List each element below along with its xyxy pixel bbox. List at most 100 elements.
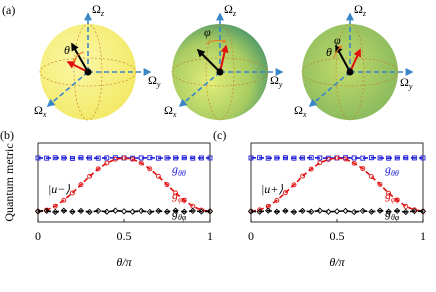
subscript: x (302, 110, 307, 119)
data-point (265, 207, 272, 214)
x-tick-label: 0 (35, 229, 41, 243)
data-point (343, 156, 349, 162)
data-point (35, 155, 41, 161)
axis (46, 71, 89, 108)
data-point (206, 208, 214, 215)
data-point (411, 155, 417, 161)
data-point (325, 208, 332, 215)
axis (308, 71, 351, 108)
data-point (290, 208, 298, 216)
sphere-2: Ωz Ωy Ωx φ (164, 2, 284, 121)
panel-label: (b) (0, 128, 14, 142)
axis (178, 71, 221, 108)
theory-line (250, 157, 424, 213)
axis-label: Ωx (164, 103, 177, 119)
angle-arc (72, 51, 85, 63)
data-point (173, 155, 179, 161)
data-point (308, 208, 315, 215)
data-point (104, 155, 110, 161)
subscript: x (42, 110, 47, 119)
data-point (147, 155, 153, 161)
angle-label: θ (64, 43, 70, 57)
data-point (247, 208, 255, 215)
data-point (282, 207, 289, 215)
vector (71, 42, 89, 73)
vector (196, 48, 221, 73)
data-point (189, 207, 196, 215)
axis-label: Ωx (34, 103, 47, 119)
data-point (411, 207, 418, 215)
vector (335, 44, 351, 73)
data-point (316, 207, 323, 214)
symbol: Ω (34, 103, 43, 117)
data-point (112, 155, 118, 161)
legend-label: gθθ (385, 162, 399, 178)
x-tick-label: 1 (207, 229, 213, 243)
data-point (308, 166, 314, 172)
data-point (69, 190, 75, 196)
data-point (138, 160, 144, 166)
symbol: Ω (354, 2, 363, 16)
data-point (386, 155, 392, 161)
theory-line (37, 209, 211, 213)
subscript: x (172, 110, 177, 119)
symbol: Ω (224, 2, 233, 16)
data-point (78, 155, 84, 161)
x-axis-label: θ/π (329, 255, 345, 269)
data-point (147, 166, 153, 172)
data-point (325, 156, 331, 162)
data-point (308, 155, 314, 161)
data-point (44, 155, 50, 161)
data-point (351, 208, 358, 216)
angle-label: φ (204, 25, 211, 39)
symbol: Ω (294, 103, 303, 117)
panel-label: (c) (213, 128, 226, 142)
state-label: |u+⟩ (261, 182, 283, 196)
data-point (87, 155, 93, 161)
angle-arc (205, 38, 227, 45)
data-point (300, 155, 306, 161)
symbol: Ω (270, 73, 279, 87)
data-point (198, 155, 204, 161)
data-point (273, 208, 280, 215)
subscript: y (408, 82, 413, 91)
origin (346, 68, 354, 76)
data-point (138, 155, 144, 161)
state-label: |u−⟩ (48, 182, 70, 196)
data-point (52, 208, 59, 216)
data-point (376, 207, 384, 214)
data-point (368, 155, 374, 161)
axis-label: Ωz (224, 2, 237, 18)
data-point (172, 207, 179, 214)
data-point (95, 155, 101, 161)
data-point (403, 155, 409, 161)
data-point (248, 155, 254, 161)
data-point (282, 190, 288, 196)
theory-line (37, 156, 210, 160)
subscript: z (232, 9, 237, 18)
data-point (299, 207, 306, 215)
data-point (52, 155, 58, 161)
data-point (77, 207, 85, 215)
data-point (69, 208, 76, 215)
data-point (368, 208, 375, 215)
angle-arc (333, 45, 343, 59)
x-axis-label: θ/π (116, 255, 132, 269)
data-point (34, 208, 42, 215)
axis-label: Ωy (400, 75, 413, 91)
y-axis-label: Quantum metric (2, 143, 16, 221)
data-point (385, 208, 392, 215)
symbol: Ω (92, 2, 101, 16)
data-point (164, 155, 170, 161)
data-point (104, 160, 110, 166)
axis-label: Ωx (294, 103, 307, 119)
x-tick-label: 0.5 (330, 229, 345, 243)
data-point (377, 181, 383, 187)
data-point (129, 208, 136, 215)
vector (66, 61, 89, 73)
data-point (155, 155, 161, 161)
data-point (403, 203, 409, 209)
data-point (291, 155, 297, 161)
data-point (61, 197, 67, 203)
data-point (291, 182, 297, 188)
